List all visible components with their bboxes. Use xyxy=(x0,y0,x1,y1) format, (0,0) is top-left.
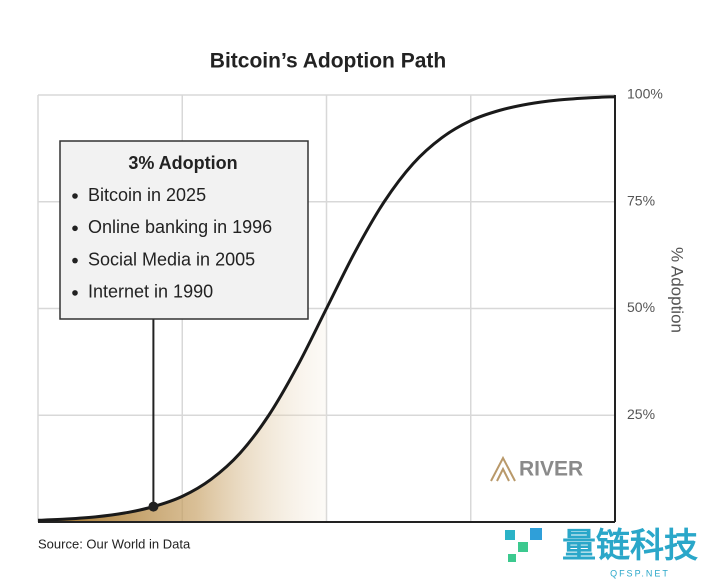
watermark-icon xyxy=(530,528,542,540)
bullet xyxy=(72,257,78,264)
y-tick-label: 100% xyxy=(627,86,663,102)
annotation-item: Online banking in 1996 xyxy=(88,217,272,237)
logo-icon xyxy=(490,455,516,482)
watermark: 量链科技 QFSP.NET xyxy=(505,527,698,578)
watermark-name: 量链科技 xyxy=(562,527,698,565)
y-tick-label: 50% xyxy=(627,299,655,315)
logo: RIVER xyxy=(490,455,583,482)
watermark-icon xyxy=(505,530,515,540)
watermark-icon xyxy=(518,542,528,552)
logo-text: RIVER xyxy=(519,458,583,481)
annotation-box xyxy=(59,140,309,320)
bullet xyxy=(72,225,78,232)
annotation-item: Internet in 1990 xyxy=(88,282,213,302)
y-tick-label: 25% xyxy=(627,406,655,422)
annotation-point xyxy=(148,501,159,512)
annotation-item: Social Media in 2005 xyxy=(88,249,255,269)
y-axis-label: % Adoption xyxy=(668,247,687,333)
watermark-icon xyxy=(508,554,516,562)
watermark-site: QFSP.NET xyxy=(610,568,670,578)
source: Source: Our World in Data xyxy=(38,536,191,551)
bullet xyxy=(72,290,78,296)
line xyxy=(37,95,616,522)
bullet xyxy=(72,193,78,199)
annotation-item: Bitcoin in 2025 xyxy=(88,185,206,205)
annotation-title: 3% Adoption xyxy=(128,153,237,173)
chart-title: Bitcoin’s Adoption Path xyxy=(210,50,446,73)
area-shade xyxy=(38,308,327,522)
y-tick-label: 75% xyxy=(627,192,655,208)
